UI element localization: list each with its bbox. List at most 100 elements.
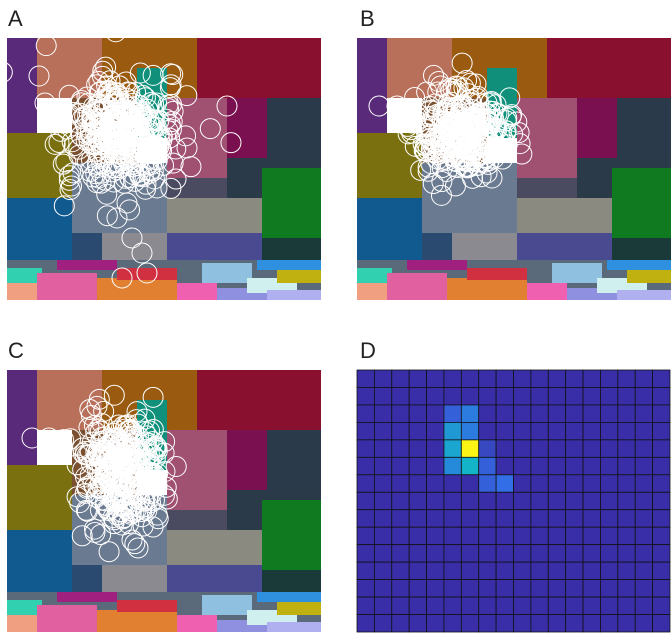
heatmap-cell	[600, 596, 619, 615]
heatmap-cell	[513, 544, 532, 563]
heatmap-cell	[530, 456, 549, 476]
gaze-circle	[400, 119, 422, 141]
gaze-circle	[368, 95, 390, 117]
heatmap-cell	[460, 456, 480, 476]
heatmap-cell	[634, 404, 654, 423]
heatmap-cell	[478, 421, 497, 441]
heatmap-cell	[617, 579, 636, 598]
heatmap-cell	[565, 491, 584, 511]
heatmap-cell	[391, 596, 410, 615]
heatmap-cell	[634, 421, 654, 441]
heatmap-cell	[582, 509, 601, 528]
tile	[452, 233, 517, 263]
gaze-circle	[107, 444, 129, 466]
gaze-circle	[180, 156, 202, 178]
tile	[617, 98, 671, 168]
heatmap-cell	[356, 579, 375, 598]
heatmap-cell	[600, 456, 619, 476]
gaze-circle	[91, 427, 113, 449]
heatmap-cell	[408, 421, 427, 441]
heatmap-cell	[443, 456, 462, 476]
heatmap-cell	[373, 421, 393, 441]
heatmap-cell	[356, 561, 375, 581]
heatmap-cell	[617, 421, 636, 441]
heatmap-cell	[634, 526, 654, 546]
heatmap-cell	[547, 456, 567, 476]
heatmap-cell	[513, 456, 532, 476]
gaze-circle	[96, 205, 118, 227]
gaze-circle	[85, 441, 107, 463]
heatmap-cell	[408, 491, 427, 511]
tile	[167, 430, 227, 510]
gaze-circle	[103, 430, 125, 452]
heatmap-cell	[373, 614, 393, 633]
tile	[167, 233, 262, 263]
gaze-circle	[131, 242, 153, 264]
gaze-circle	[156, 488, 178, 510]
gaze-circle	[71, 525, 93, 547]
heatmap-cell	[634, 561, 654, 581]
heatmap-cell	[356, 544, 375, 563]
tile	[7, 198, 72, 263]
heatmap-cell	[600, 439, 619, 458]
heatmap-cell	[513, 404, 532, 423]
heatmap-cell	[391, 614, 410, 633]
gaze-circle	[440, 117, 462, 139]
gaze-circle	[397, 98, 419, 120]
gaze-circle	[162, 152, 184, 174]
tile	[7, 530, 72, 595]
heatmap-cell	[356, 387, 375, 406]
gaze-circle	[134, 128, 156, 150]
heatmap-cell	[356, 596, 375, 615]
gaze-circle	[508, 122, 530, 144]
heatmap-cell	[547, 474, 567, 493]
heatmap-cell	[356, 526, 375, 546]
tile	[117, 268, 177, 280]
heatmap-cell	[617, 404, 636, 423]
heatmap-cell	[426, 561, 445, 581]
gaze-circle	[126, 401, 148, 423]
gaze-circle	[131, 107, 153, 129]
gaze-circle	[417, 139, 439, 161]
gaze-circle	[386, 95, 408, 117]
heatmap-cell	[495, 596, 514, 615]
heatmap-cell	[565, 404, 584, 423]
scene-image	[7, 370, 321, 632]
heatmap-cell	[547, 369, 567, 388]
tile	[627, 268, 671, 283]
gaze-circle	[154, 431, 176, 453]
gaze-circle	[35, 38, 57, 57]
gaze-circle	[93, 400, 115, 422]
heatmap-cell	[426, 614, 445, 633]
heatmap-cell	[600, 544, 619, 563]
heatmap-cell	[530, 491, 549, 511]
panel-label: B	[360, 6, 375, 31]
heatmap-cell	[652, 369, 671, 388]
heatmap-cell	[426, 404, 445, 423]
gaze-circle	[136, 262, 158, 284]
heatmap-cell	[513, 579, 532, 598]
heatmap-cell	[443, 369, 462, 388]
tile	[177, 615, 217, 632]
tile	[102, 565, 167, 595]
gaze-circle	[60, 428, 82, 450]
heatmap-cell	[460, 439, 480, 458]
gaze-circle	[121, 529, 143, 551]
heatmap-cell	[617, 526, 636, 546]
heatmap-cell	[634, 491, 654, 511]
heatmap-cell	[582, 439, 601, 458]
scene	[357, 38, 671, 300]
heatmap-cell	[600, 421, 619, 441]
panel-label: A	[8, 6, 23, 31]
gaze-circle	[121, 227, 143, 249]
gaze-circle	[404, 87, 426, 109]
heatmap-cell	[391, 509, 410, 528]
gaze-circle	[111, 267, 133, 289]
heatmap-cell	[547, 509, 567, 528]
gaze-circle	[481, 167, 503, 189]
heatmap-cell	[513, 561, 532, 581]
gaze-circle	[58, 84, 80, 106]
gaze-circle	[137, 98, 159, 120]
gaze-circle	[481, 124, 503, 146]
heatmap-cell	[600, 369, 619, 388]
